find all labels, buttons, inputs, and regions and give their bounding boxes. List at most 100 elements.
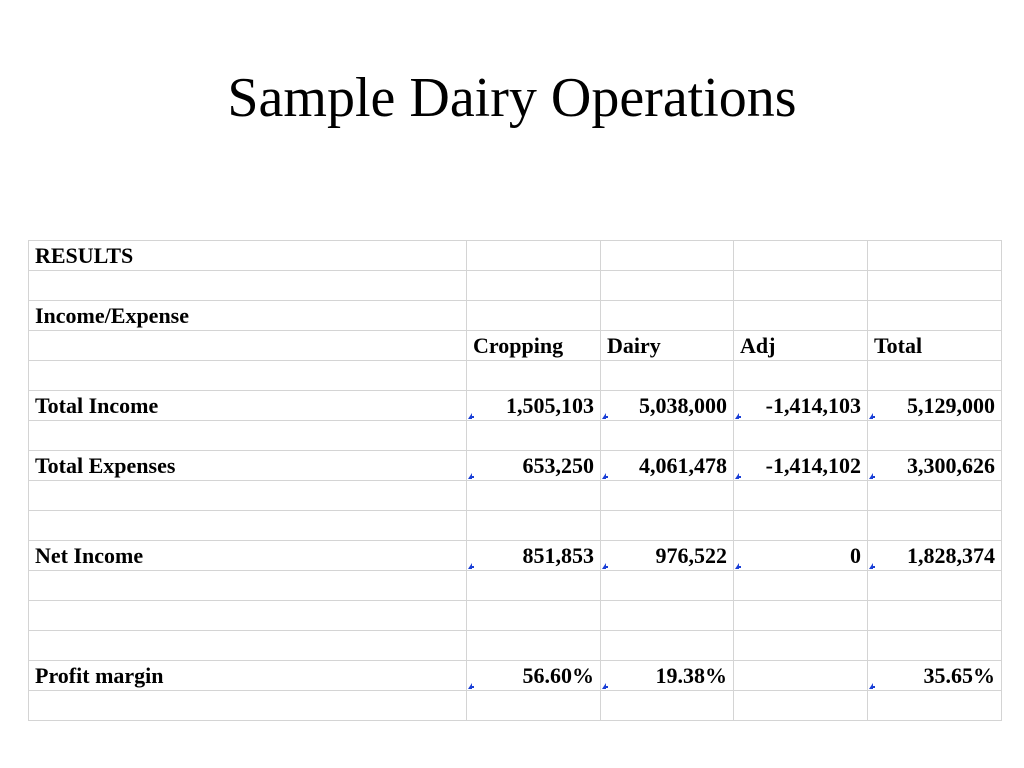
table-cell[interactable] (867, 630, 1002, 661)
section-label[interactable]: RESULTS (28, 240, 467, 271)
table-cell[interactable] (733, 240, 868, 271)
value-cell[interactable]: 1,828,374 (867, 540, 1002, 571)
table-cell[interactable] (600, 360, 734, 391)
table-cell[interactable] (733, 690, 868, 721)
table-row (28, 570, 1002, 601)
row-label[interactable]: Total Expenses (28, 450, 467, 481)
value-cell[interactable]: -1,414,103 (733, 390, 868, 421)
table-row: Income/Expense (28, 300, 1002, 331)
table-cell[interactable] (867, 480, 1002, 511)
table-cell[interactable] (733, 300, 868, 331)
table-cell[interactable] (600, 510, 734, 541)
table-cell[interactable] (600, 480, 734, 511)
table-cell[interactable] (733, 420, 868, 451)
value-cell[interactable] (733, 660, 868, 691)
table-cell[interactable] (867, 570, 1002, 601)
comment-marker-icon (468, 473, 474, 479)
column-header-adj[interactable]: Adj (733, 330, 868, 361)
value-cell[interactable]: 19.38% (600, 660, 734, 691)
column-header-cropping[interactable]: Cropping (466, 330, 601, 361)
table-cell[interactable] (466, 360, 601, 391)
header-row: Cropping Dairy Adj Total (28, 330, 1002, 361)
table-cell[interactable] (733, 270, 868, 301)
table-cell[interactable] (600, 570, 734, 601)
column-header-dairy[interactable]: Dairy (600, 330, 734, 361)
table-cell[interactable] (733, 360, 868, 391)
comment-marker-icon (869, 413, 875, 419)
cell-value: 3,300,626 (907, 452, 995, 478)
cell-value: 653,250 (522, 452, 595, 478)
value-cell[interactable]: 56.60% (466, 660, 601, 691)
table-cell[interactable] (867, 510, 1002, 541)
table-cell[interactable] (466, 630, 601, 661)
table-cell[interactable] (28, 330, 467, 361)
results-table: RESULTS Income/Expense (28, 240, 1002, 721)
comment-marker-icon (735, 413, 741, 419)
value-cell[interactable]: 5,129,000 (867, 390, 1002, 421)
table-cell[interactable] (28, 480, 467, 511)
table-cell[interactable] (600, 630, 734, 661)
comment-marker-icon (468, 413, 474, 419)
comment-marker-icon (602, 563, 608, 569)
table-cell[interactable] (733, 570, 868, 601)
cell-value: 0 (850, 542, 861, 568)
value-cell[interactable]: 653,250 (466, 450, 601, 481)
value-cell[interactable]: 976,522 (600, 540, 734, 571)
table-cell[interactable] (28, 600, 467, 631)
table-cell[interactable] (867, 240, 1002, 271)
table-row (28, 480, 1002, 511)
column-header-total[interactable]: Total (867, 330, 1002, 361)
table-cell[interactable] (466, 480, 601, 511)
table-cell[interactable] (600, 270, 734, 301)
table-cell[interactable] (733, 480, 868, 511)
table-cell[interactable] (600, 600, 734, 631)
table-row (28, 270, 1002, 301)
table-cell[interactable] (28, 360, 467, 391)
row-label[interactable]: Net Income (28, 540, 467, 571)
comment-marker-icon (735, 473, 741, 479)
value-cell[interactable]: 5,038,000 (600, 390, 734, 421)
table-cell[interactable] (466, 240, 601, 271)
table-row (28, 630, 1002, 661)
table-cell[interactable] (466, 570, 601, 601)
value-cell[interactable]: 3,300,626 (867, 450, 1002, 481)
table-cell[interactable] (867, 270, 1002, 301)
value-cell[interactable]: 35.65% (867, 660, 1002, 691)
table-cell[interactable] (28, 630, 467, 661)
profit-margin-row: Profit margin 56.60% 19.38% 35.65% (28, 660, 1002, 691)
table-cell[interactable] (600, 420, 734, 451)
table-cell[interactable] (28, 690, 467, 721)
value-cell[interactable]: 4,061,478 (600, 450, 734, 481)
table-cell[interactable] (867, 300, 1002, 331)
table-cell[interactable] (867, 420, 1002, 451)
row-label[interactable]: Profit margin (28, 660, 467, 691)
table-cell[interactable] (733, 600, 868, 631)
table-cell[interactable] (600, 690, 734, 721)
table-cell[interactable] (867, 360, 1002, 391)
table-cell[interactable] (466, 420, 601, 451)
subsection-label[interactable]: Income/Expense (28, 300, 467, 331)
table-cell[interactable] (600, 240, 734, 271)
table-cell[interactable] (466, 300, 601, 331)
total-expenses-row: Total Expenses 653,250 4,061,478 -1,414,… (28, 450, 1002, 481)
table-cell[interactable] (600, 300, 734, 331)
table-cell[interactable] (28, 420, 467, 451)
row-label[interactable]: Total Income (28, 390, 467, 421)
table-cell[interactable] (733, 510, 868, 541)
cell-value: 5,038,000 (639, 392, 727, 418)
table-cell[interactable] (466, 510, 601, 541)
table-cell[interactable] (867, 600, 1002, 631)
table-cell[interactable] (867, 690, 1002, 721)
table-cell[interactable] (28, 510, 467, 541)
value-cell[interactable]: 0 (733, 540, 868, 571)
value-cell[interactable]: 1,505,103 (466, 390, 601, 421)
table-cell[interactable] (28, 270, 467, 301)
table-cell[interactable] (28, 570, 467, 601)
table-cell[interactable] (466, 690, 601, 721)
value-cell[interactable]: 851,853 (466, 540, 601, 571)
comment-marker-icon (869, 563, 875, 569)
table-cell[interactable] (733, 630, 868, 661)
table-cell[interactable] (466, 270, 601, 301)
value-cell[interactable]: -1,414,102 (733, 450, 868, 481)
table-cell[interactable] (466, 600, 601, 631)
